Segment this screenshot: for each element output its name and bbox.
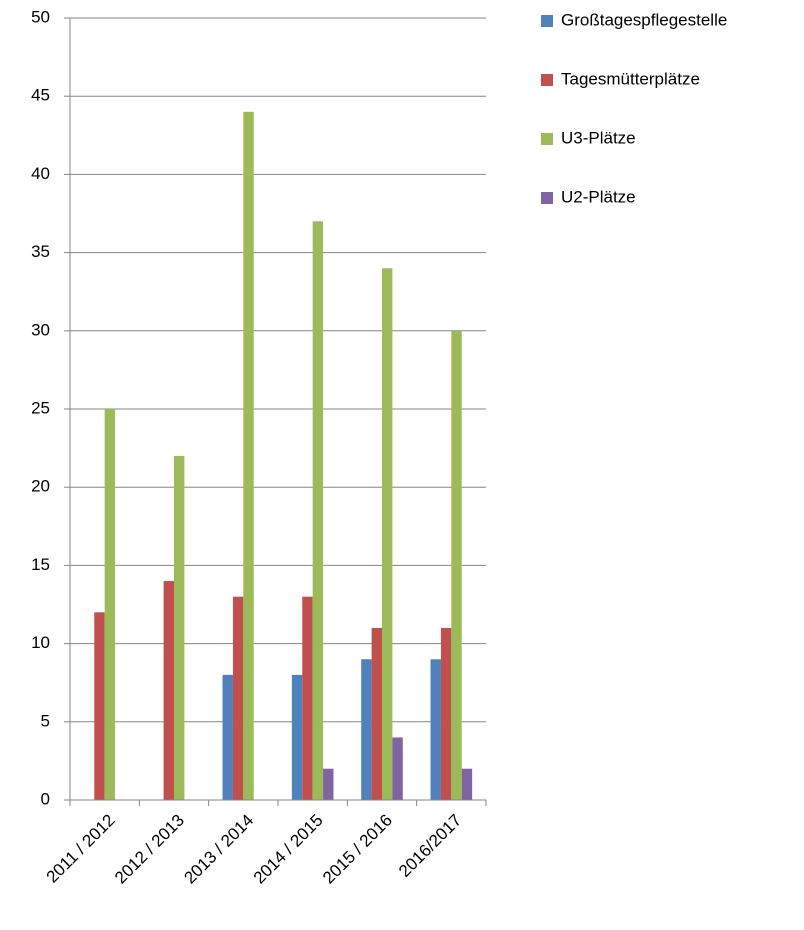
bar (94, 612, 105, 800)
bar (382, 268, 393, 800)
bar (163, 581, 174, 800)
bar (451, 330, 462, 800)
bar (291, 674, 303, 800)
bar (174, 455, 185, 800)
legend-swatch (541, 15, 553, 27)
bar (392, 737, 403, 800)
y-tick-label: 40 (31, 164, 50, 183)
x-tick-label: 2016/2017 (395, 811, 465, 881)
legend-label: Großtagespflegestelle (561, 10, 727, 29)
x-tick-label: 2014 / 2015 (250, 811, 327, 888)
x-tick-label: 2012 / 2013 (111, 811, 188, 888)
x-tick-label: 2011 / 2012 (43, 811, 119, 887)
y-tick-label: 45 (31, 86, 50, 105)
bar (222, 674, 233, 800)
legend-swatch (541, 133, 553, 145)
bar (243, 111, 254, 801)
bar (104, 409, 116, 800)
x-tick-label: 2015 / 2016 (319, 811, 396, 888)
x-tick-label: 2013 / 2014 (180, 811, 257, 888)
y-tick-label: 5 (41, 711, 50, 730)
bar (461, 768, 473, 800)
y-tick-label: 50 (31, 7, 50, 26)
bar (302, 596, 313, 800)
bar (440, 627, 452, 800)
y-tick-label: 10 (31, 633, 50, 652)
bar (371, 627, 382, 800)
y-tick-label: 0 (41, 789, 50, 808)
y-tick-label: 20 (31, 477, 50, 496)
y-tick-label: 15 (31, 555, 50, 574)
bar (361, 659, 372, 800)
legend-swatch (541, 74, 553, 86)
legend-label: U3-Plätze (561, 128, 636, 147)
y-tick-label: 30 (31, 320, 50, 339)
legend-label: Tagesmütterplätze (561, 69, 700, 88)
legend-swatch (541, 192, 553, 204)
bar (430, 659, 441, 800)
bar (323, 768, 334, 800)
y-tick-label: 35 (31, 242, 50, 261)
legend-label: U2-Plätze (561, 187, 636, 206)
bar (312, 221, 324, 800)
y-tick-label: 25 (31, 398, 50, 417)
bar (232, 596, 244, 800)
